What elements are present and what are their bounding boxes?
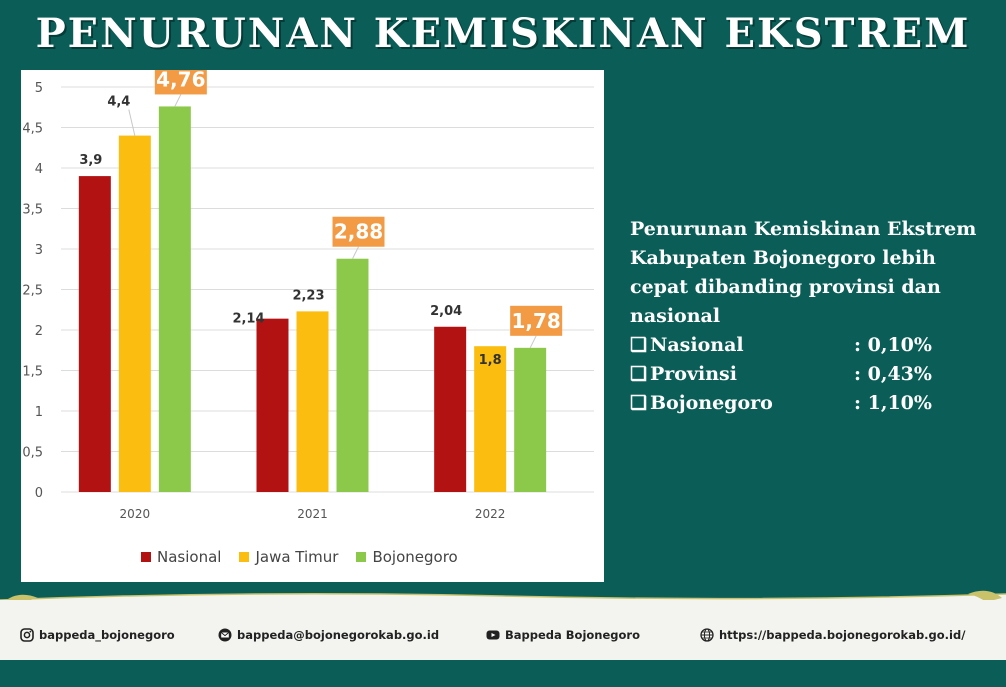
data-label: 2,14 [232,312,264,327]
info-line: Kabupaten Bojonegoro lebih [630,247,936,269]
y-tick-label: 3,5 [22,203,43,218]
y-tick-label: 2 [35,324,43,339]
footer-band [0,600,1006,660]
bar-bojonegoro [158,106,191,492]
bar-nasional [434,326,467,492]
data-label-box [332,216,385,247]
checkbox-icon: ❑ [630,392,648,414]
y-tick-label: 0 [35,486,43,501]
footer-instagram[interactable]: bappeda_bojonegoro [20,628,175,642]
data-label-box [154,70,207,95]
globe-icon [700,628,714,642]
footer-youtube[interactable]: Bappeda Bojonegoro [486,628,640,642]
data-label: 1,78 [511,309,560,333]
data-label: 2,23 [292,288,324,303]
y-tick-label: 0,5 [22,446,43,461]
x-tick-label: 2020 [120,507,151,521]
stat-label: Bojonegoro [650,392,773,414]
legend-label-jawa-timur: Jawa Timur [255,548,339,566]
instagram-icon [20,628,34,642]
bar-chart: 0 0,5 1 1,5 2 2,5 3 3,5 4 4,5 5 2020 2021 2022 3,9 2,14… [22,70,594,521]
stat-label: Nasional [650,334,744,356]
stat-row-nasional: ❑ Nasional : 0,10% [630,331,1006,360]
footer-website[interactable]: https://bappeda.bojonegorokab.go.id/ [700,628,965,642]
info-panel: Penurunan Kemiskinan Ekstrem Kabupaten B… [630,215,1006,418]
y-tick-label: 4,5 [22,122,43,137]
data-label: 2,88 [334,220,383,244]
legend-swatch-jawa-timur [239,552,250,562]
y-tick-label: 2,5 [22,284,43,299]
chart-panel: 0 0,5 1 1,5 2 2,5 3 3,5 4 4,5 5 2020 2021 2022 3,9 2,14… [21,70,604,582]
data-label: 2,04 [430,304,462,319]
data-label-leader [174,94,182,107]
data-label-leader [128,109,136,136]
page-title: PENURUNAN KEMISKINAN EKSTREM [35,10,971,57]
stat-label: Provinsi [650,363,737,385]
data-label-box [510,305,563,336]
stat-value: : 0,10% [854,334,932,356]
legend-item-nasional: Nasional [141,548,221,566]
x-tick-label: 2021 [297,507,328,521]
chart-legend: Nasional Jawa Timur Bojonegoro [141,548,458,566]
data-label-leader [529,335,537,349]
data-label: 4,4 [107,95,130,110]
y-tick-label: 1 [35,405,43,420]
bar-bojonegoro [514,347,547,492]
instagram-handle: bappeda_bojonegoro [39,628,175,642]
y-tick-label: 3 [35,243,43,258]
bar-jawa-timur [296,311,329,492]
legend-item-jawa-timur: Jawa Timur [239,548,338,566]
footer-email[interactable]: bappeda@bojonegorokab.go.id [218,628,439,642]
legend-swatch-nasional [141,552,151,562]
data-label-leader [352,246,359,259]
bar-nasional [256,318,289,492]
youtube-icon [486,630,500,640]
youtube-channel: Bappeda Bojonegoro [505,628,640,642]
legend-swatch-bojonegoro [356,552,367,562]
y-tick-label: 5 [35,81,43,96]
bar-bojonegoro [336,258,369,492]
bar-nasional [78,176,111,492]
info-line: Penurunan Kemiskinan Ekstrem [630,218,977,240]
y-tick-label: 1,5 [22,365,43,380]
bar-jawa-timur [474,346,507,492]
bottom-bar [0,660,1006,687]
legend-item-bojonegoro: Bojonegoro [356,548,458,566]
bar-jawa-timur [118,135,151,492]
stat-row-bojonegoro: ❑ Bojonegoro : 1,10% [630,389,1006,418]
stat-value: : 1,10% [854,392,932,414]
info-line: cepat dibanding provinsi dan [630,276,941,298]
stat-value: : 0,43% [854,363,932,385]
checkbox-icon: ❑ [630,363,648,385]
checkbox-icon: ❑ [630,334,648,356]
legend-label-nasional: Nasional [157,548,222,566]
x-tick-label: 2022 [475,507,506,521]
legend-label-bojonegoro: Bojonegoro [372,548,458,566]
info-line: nasional [630,305,721,327]
data-label: 1,8 [479,353,502,368]
data-label: 3,9 [79,153,102,168]
stat-row-provinsi: ❑ Provinsi : 0,43% [630,360,1006,389]
y-tick-label: 4 [35,162,43,177]
website-url: https://bappeda.bojonegorokab.go.id/ [719,628,966,642]
email-address: bappeda@bojonegorokab.go.id [237,628,440,642]
email-icon [218,628,232,642]
data-label: 4,76 [156,70,205,91]
